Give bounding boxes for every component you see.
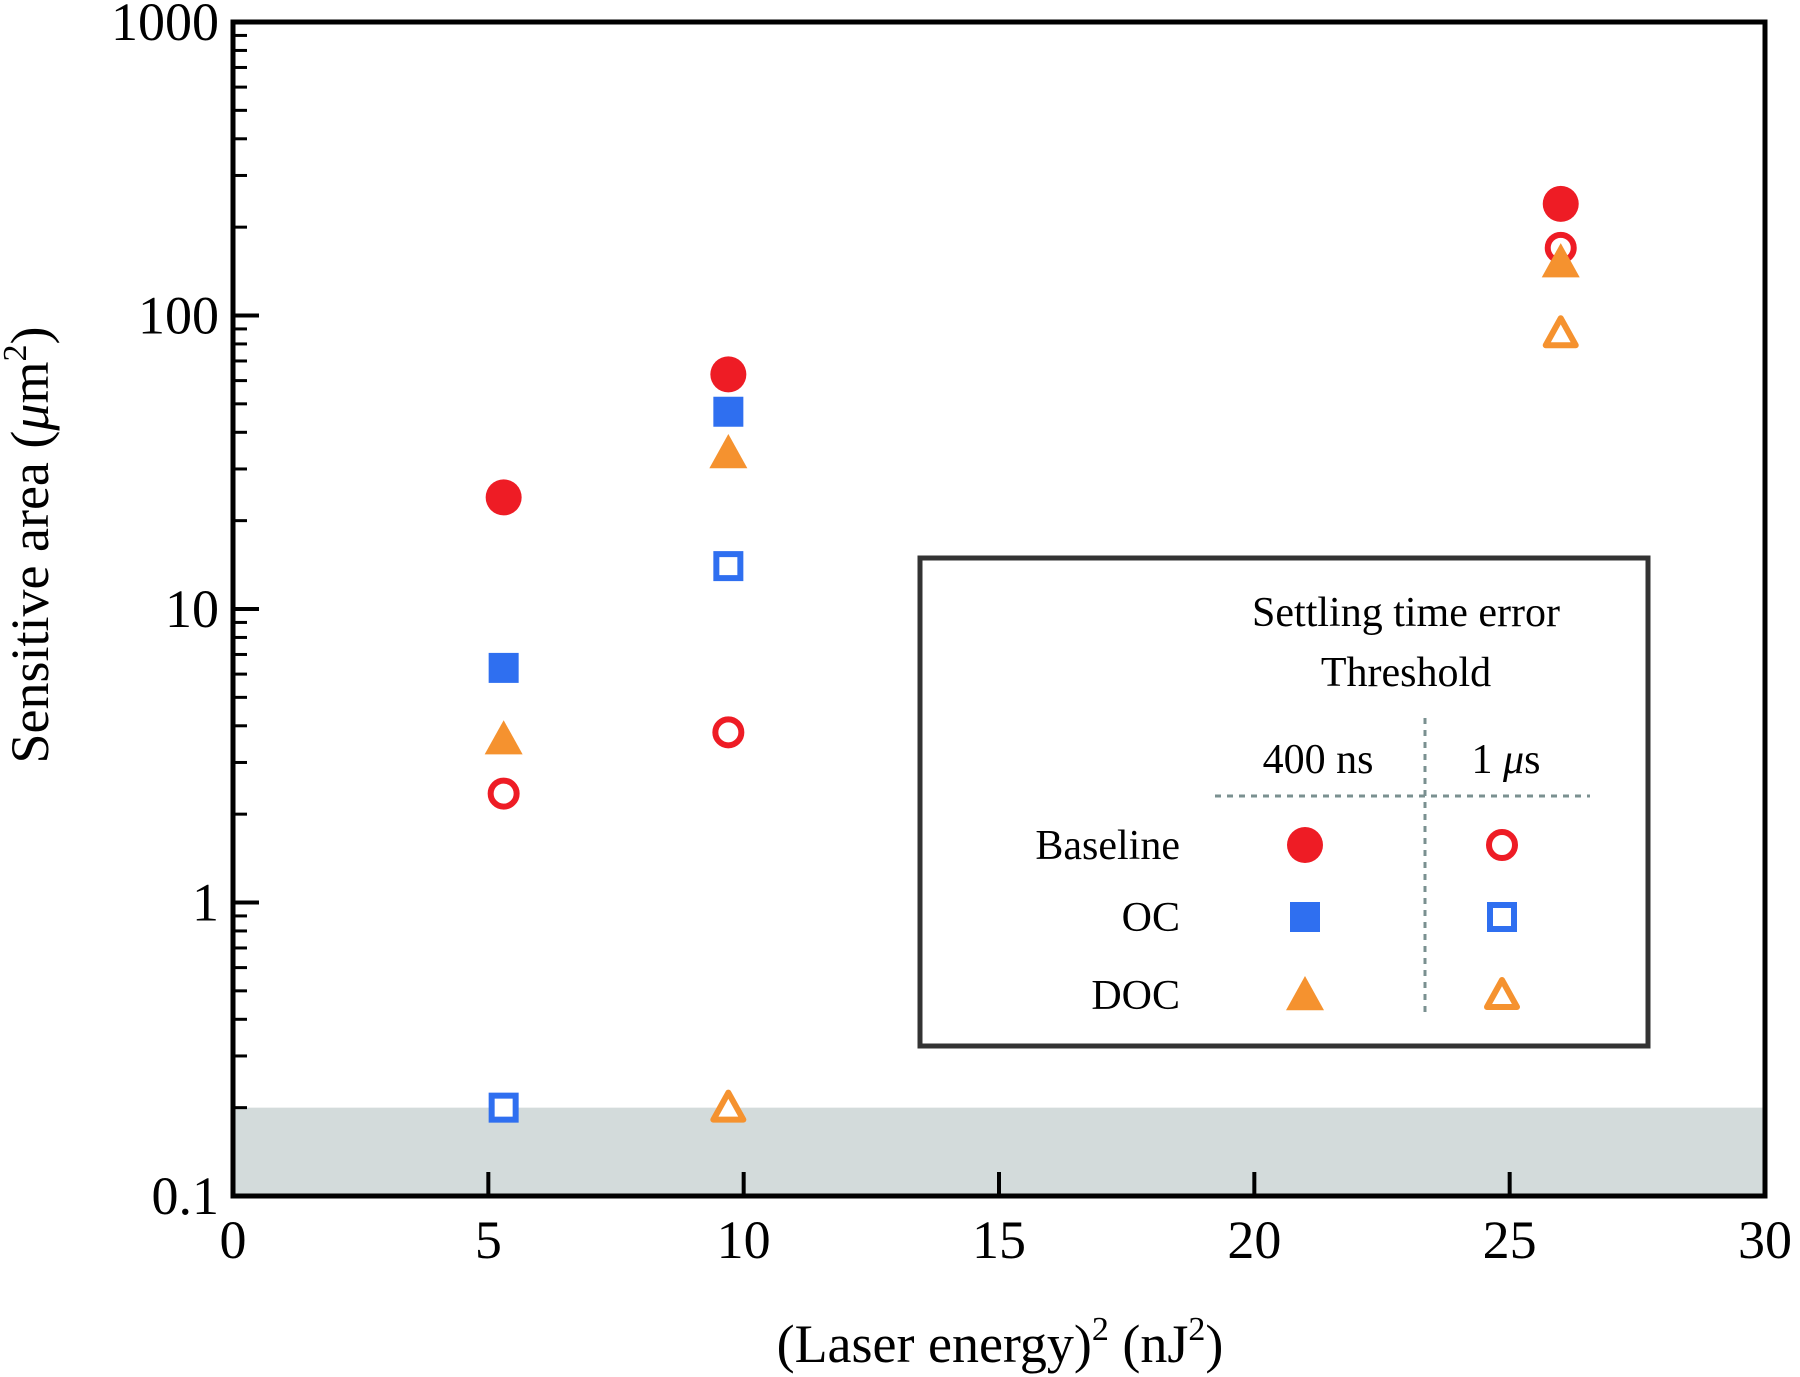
data-point-oc-400 bbox=[713, 396, 744, 427]
legend-marker-filled bbox=[1290, 902, 1320, 932]
legend-marker-filled bbox=[1286, 976, 1324, 1011]
y-tick-label: 100 bbox=[138, 286, 219, 346]
plot-frame bbox=[230, 19, 1768, 1199]
data-point-baseline-400 bbox=[485, 479, 522, 516]
x-tick-label: 15 bbox=[972, 1210, 1026, 1270]
data-point-baseline-1us bbox=[712, 716, 745, 749]
x-tick-label: 25 bbox=[1483, 1210, 1537, 1270]
data-point-oc-1us bbox=[488, 1092, 519, 1123]
legend-row-label: Baseline bbox=[1035, 823, 1180, 869]
x-tick-label: 30 bbox=[1738, 1210, 1792, 1270]
data-point-doc-400 bbox=[1541, 243, 1580, 278]
legend-row-label: OC bbox=[1122, 895, 1180, 941]
x-tick-label: 0 bbox=[220, 1210, 247, 1270]
data-point-doc-1us bbox=[710, 1089, 747, 1123]
x-tick-label: 5 bbox=[475, 1210, 502, 1270]
legend-marker-open bbox=[1486, 829, 1518, 861]
y-tick-label: 0.1 bbox=[152, 1166, 220, 1226]
legend: Settling time error Threshold 400 ns 1 μ… bbox=[917, 555, 1651, 1049]
data-point-doc-400 bbox=[709, 434, 748, 469]
legend-rows: Baseline OC DOC bbox=[1035, 823, 1520, 1019]
legend-marker-open bbox=[1484, 977, 1520, 1010]
y-tick-label: 10 bbox=[165, 579, 219, 639]
legend-title-line2: Threshold bbox=[1321, 650, 1491, 696]
legend-marker-filled bbox=[1287, 827, 1323, 863]
data-point-baseline-400 bbox=[1542, 185, 1579, 222]
legend-col-400ns: 400 ns bbox=[1263, 737, 1374, 783]
data-point-doc-400 bbox=[484, 720, 523, 755]
data-point-doc-1us bbox=[1542, 315, 1579, 349]
y-tick-label: 1 bbox=[192, 873, 219, 933]
data-point-baseline-1us bbox=[487, 777, 520, 810]
legend-box bbox=[917, 555, 1651, 1049]
data-point-baseline-400 bbox=[710, 356, 747, 393]
data-point-oc-400 bbox=[488, 652, 519, 683]
legend-row-label: DOC bbox=[1091, 973, 1180, 1019]
y-axis-title: Sensitive area (μm2) bbox=[0, 327, 60, 764]
data-points-layer bbox=[484, 185, 1580, 1123]
legend-marker-open bbox=[1487, 902, 1517, 932]
tick-layer: 0 5 10 15 20 25 30 0.1 1 10 100 1000 bbox=[111, 0, 1792, 1270]
y-tick-label: 1000 bbox=[111, 0, 219, 52]
x-tick-label: 20 bbox=[1227, 1210, 1281, 1270]
legend-title-line1: Settling time error bbox=[1252, 590, 1560, 636]
legend-col-1us: 1 μs bbox=[1472, 737, 1541, 783]
x-axis-title: (Laser energy)2 (nJ2) bbox=[777, 1311, 1224, 1374]
data-point-oc-1us bbox=[713, 551, 744, 582]
x-tick-label: 10 bbox=[717, 1210, 771, 1270]
